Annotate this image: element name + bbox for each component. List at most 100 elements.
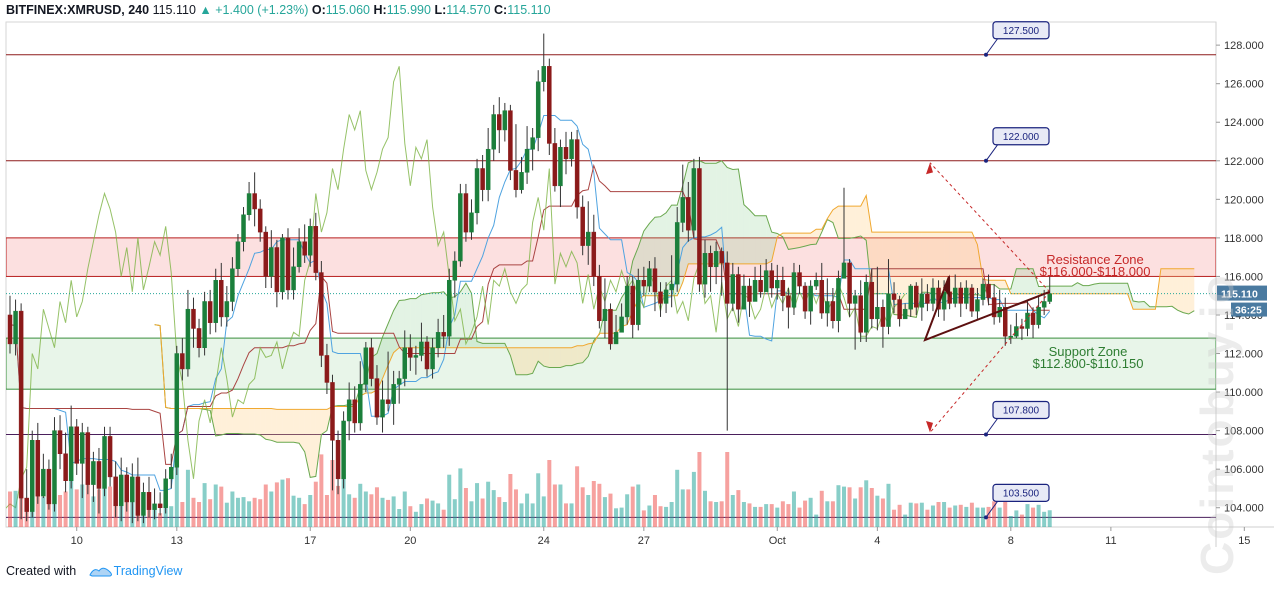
candle-body bbox=[74, 426, 79, 464]
volume-bar bbox=[1008, 516, 1013, 527]
ichimoku-cloud-segment bbox=[932, 232, 939, 294]
x-tick-label: 24 bbox=[538, 535, 550, 547]
ichimoku-cloud-segment bbox=[966, 232, 972, 295]
volume-bar bbox=[669, 502, 674, 527]
candle bbox=[808, 280, 813, 325]
candle bbox=[914, 282, 919, 315]
ichimoku-cloud-segment bbox=[254, 408, 261, 435]
close-value: 115.110 bbox=[507, 3, 551, 17]
volume-bar bbox=[41, 497, 46, 527]
volume-bar bbox=[680, 489, 685, 527]
candle-body bbox=[574, 139, 580, 208]
candle bbox=[897, 295, 902, 327]
candle bbox=[446, 268, 452, 346]
senkou-a-line bbox=[154, 160, 1195, 478]
ichimoku-cloud-segment bbox=[465, 283, 472, 348]
ichimoku-cloud-segment bbox=[1038, 286, 1045, 294]
volume-bar bbox=[408, 506, 413, 527]
y-tick-label: 110.000 bbox=[1224, 387, 1263, 399]
candle bbox=[747, 278, 752, 317]
level-callout-box[interactable] bbox=[992, 483, 1050, 502]
candle-body bbox=[891, 293, 897, 300]
candle bbox=[975, 287, 980, 319]
candle bbox=[230, 257, 235, 312]
volume-bar bbox=[185, 469, 190, 527]
candle-body bbox=[863, 281, 869, 333]
candle-body bbox=[680, 197, 686, 223]
candle bbox=[775, 264, 780, 300]
candle-body bbox=[1019, 326, 1025, 329]
volume-bar bbox=[964, 506, 969, 527]
candle bbox=[157, 492, 163, 516]
volume-bar bbox=[213, 484, 218, 527]
candle bbox=[380, 380, 385, 433]
candle bbox=[724, 251, 730, 431]
volume-bar bbox=[197, 502, 202, 527]
ichimoku-cloud-segment bbox=[276, 409, 283, 443]
candle bbox=[441, 314, 446, 348]
candle bbox=[602, 278, 608, 339]
candle bbox=[830, 287, 836, 329]
ichimoku-cloud-segment bbox=[1188, 268, 1195, 315]
volume-bar bbox=[1003, 495, 1008, 527]
candle-body bbox=[1030, 312, 1036, 325]
volume-bar bbox=[981, 507, 985, 527]
level-callout-box[interactable] bbox=[992, 21, 1050, 40]
volume-bar bbox=[480, 498, 485, 527]
candle-body bbox=[730, 274, 736, 304]
x-tick-label: 27 bbox=[638, 535, 650, 547]
open-value: 115.060 bbox=[325, 3, 371, 17]
tradingview-link[interactable]: TradingView bbox=[113, 564, 183, 578]
volume-bar bbox=[58, 495, 63, 527]
volume-bar bbox=[992, 501, 997, 527]
candle bbox=[469, 199, 474, 240]
ichimoku-cloud-segment bbox=[243, 408, 250, 434]
candle bbox=[658, 282, 663, 317]
candle-body bbox=[613, 332, 619, 345]
candle bbox=[274, 239, 280, 308]
candle bbox=[1002, 297, 1008, 346]
candle bbox=[118, 457, 124, 522]
watermark-text: Cointobuy.io bbox=[1191, 273, 1243, 575]
y-tick-label: 122.000 bbox=[1224, 156, 1264, 168]
ichimoku-cloud-segment bbox=[1060, 286, 1067, 294]
candle bbox=[385, 351, 391, 412]
candle-body bbox=[797, 272, 802, 287]
level-callout-box[interactable] bbox=[992, 127, 1050, 146]
level-callout-label: 122.000 bbox=[1003, 132, 1040, 143]
level-callout-box[interactable] bbox=[992, 400, 1050, 420]
ichimoku-cloud-segment bbox=[460, 283, 466, 348]
ichimoku-cloud-segment bbox=[310, 409, 316, 478]
candle bbox=[1036, 295, 1041, 329]
volume-bar bbox=[664, 506, 669, 527]
candle bbox=[246, 181, 252, 221]
projection-up-dashed bbox=[929, 162, 1051, 293]
projection-down-arrowhead bbox=[926, 420, 933, 433]
candle-body bbox=[1036, 307, 1041, 325]
candle-body bbox=[280, 237, 285, 293]
candle bbox=[319, 261, 324, 368]
candle bbox=[91, 451, 96, 502]
volume-bar bbox=[786, 504, 791, 527]
ichimoku-cloud-segment bbox=[510, 347, 516, 375]
candle bbox=[836, 270, 841, 333]
ichimoku-cloud-segment bbox=[1066, 286, 1072, 294]
candle-body bbox=[769, 270, 774, 289]
volume-bar bbox=[502, 502, 507, 527]
candle bbox=[458, 183, 463, 267]
candle bbox=[358, 361, 363, 431]
close-label: C: bbox=[494, 3, 508, 17]
candle bbox=[841, 187, 847, 279]
ichimoku-cloud-segment bbox=[1016, 268, 1022, 294]
candle-body bbox=[869, 281, 875, 320]
ichimoku-cloud-segment bbox=[410, 298, 416, 348]
volume-bar bbox=[791, 491, 796, 527]
chart-header: BITFINEX:XMRUSD, 240 115.110 ▲ +1.400 (+… bbox=[6, 3, 551, 17]
volume-bar bbox=[297, 497, 302, 527]
ichimoku-cloud-segment bbox=[282, 409, 288, 443]
volume-bar bbox=[469, 501, 474, 527]
candle bbox=[558, 139, 563, 208]
ichimoku-cloud-segment bbox=[788, 233, 794, 250]
candle-body bbox=[747, 285, 752, 302]
